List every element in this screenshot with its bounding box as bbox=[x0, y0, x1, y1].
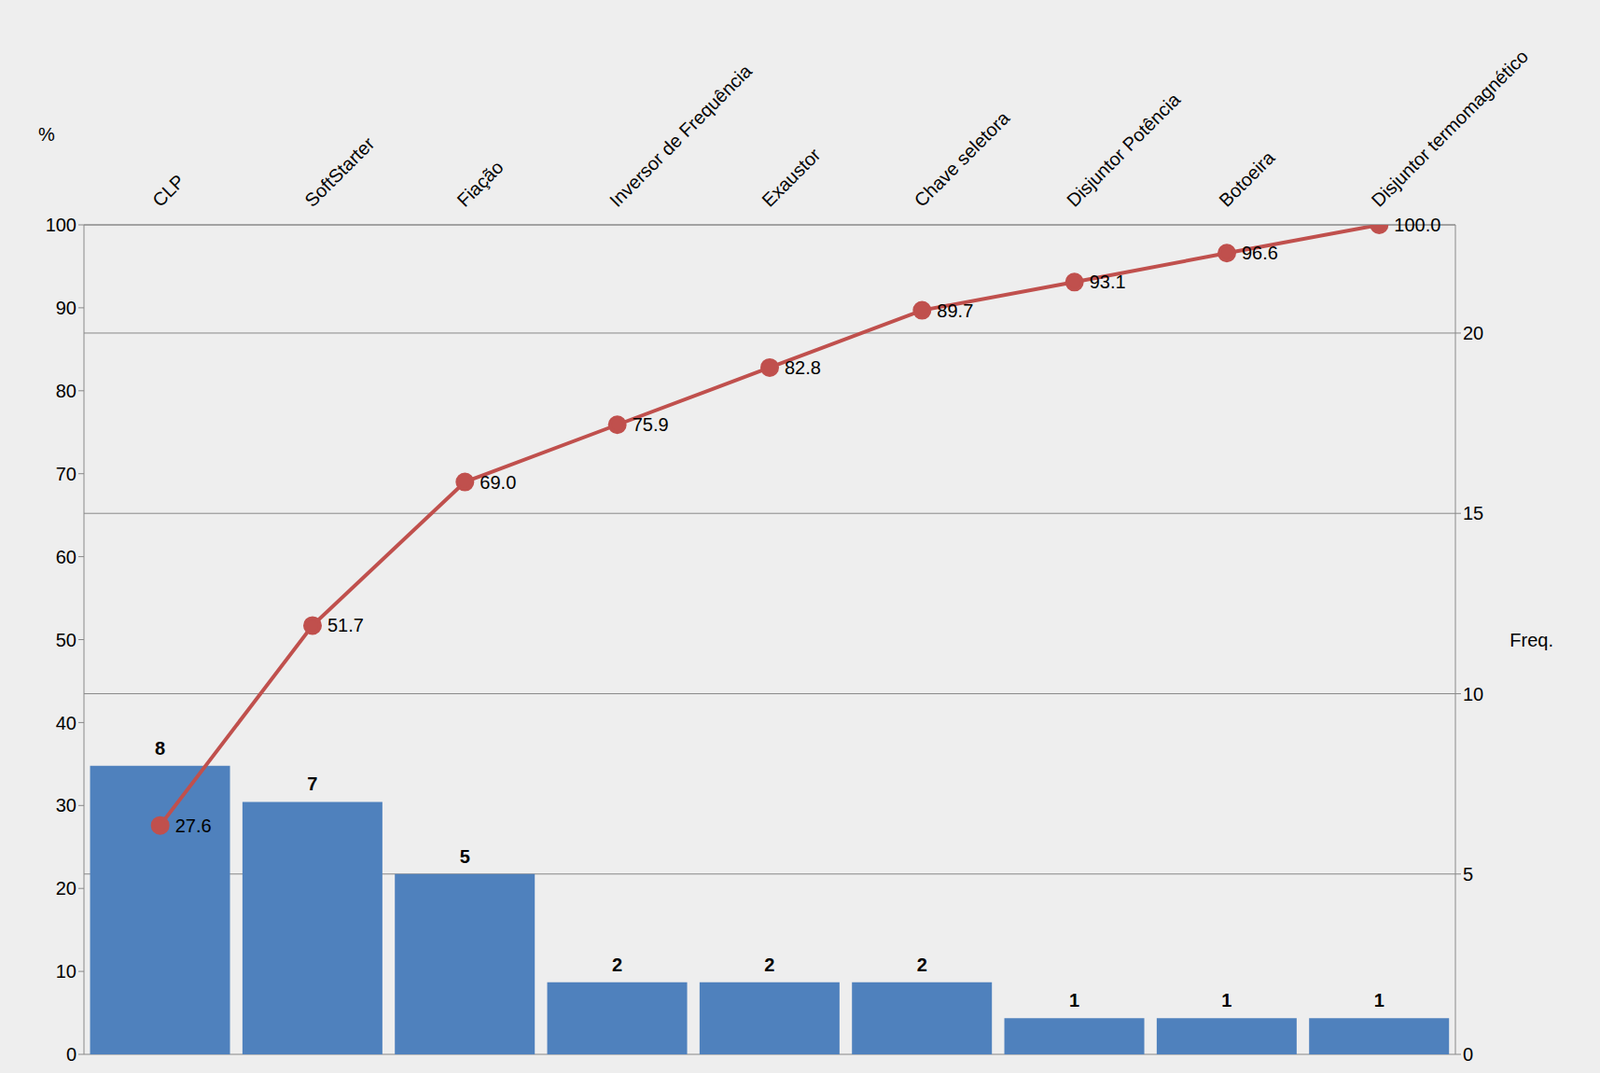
svg-text:69.0: 69.0 bbox=[479, 472, 516, 493]
svg-text:93.1: 93.1 bbox=[1089, 271, 1127, 293]
svg-text:15: 15 bbox=[1462, 502, 1484, 524]
svg-text:30: 30 bbox=[55, 794, 77, 816]
svg-text:89.7: 89.7 bbox=[936, 300, 974, 321]
svg-text:2: 2 bbox=[612, 954, 623, 975]
svg-text:50: 50 bbox=[55, 629, 77, 651]
svg-text:75.9: 75.9 bbox=[632, 414, 669, 435]
svg-text:Fiação: Fiação bbox=[453, 156, 508, 211]
svg-text:10: 10 bbox=[55, 960, 77, 982]
svg-text:51.7: 51.7 bbox=[327, 614, 364, 636]
svg-text:0: 0 bbox=[66, 1043, 77, 1064]
svg-text:SoftStarter: SoftStarter bbox=[300, 132, 378, 210]
svg-text:2: 2 bbox=[764, 954, 775, 975]
svg-text:96.6: 96.6 bbox=[1241, 242, 1279, 264]
svg-text:100: 100 bbox=[45, 214, 77, 236]
svg-text:Botoeira: Botoeira bbox=[1214, 146, 1280, 211]
svg-text:1: 1 bbox=[1221, 989, 1232, 1011]
svg-text:0: 0 bbox=[1462, 1043, 1474, 1064]
svg-text:Inversor de Frequência: Inversor de Frequência bbox=[605, 59, 757, 211]
svg-text:27.6: 27.6 bbox=[175, 815, 212, 836]
svg-text:80: 80 bbox=[55, 380, 77, 402]
svg-text:7: 7 bbox=[306, 773, 318, 794]
svg-text:5: 5 bbox=[459, 846, 471, 867]
svg-text:Disjuntor termomagnético: Disjuntor termomagnético bbox=[1367, 45, 1533, 211]
svg-text:2: 2 bbox=[917, 954, 928, 975]
svg-text:40: 40 bbox=[55, 712, 77, 734]
svg-text:8: 8 bbox=[154, 737, 166, 759]
svg-text:Disjuntor Potência: Disjuntor Potência bbox=[1062, 88, 1185, 211]
svg-text:CLP: CLP bbox=[148, 170, 189, 211]
svg-text:60: 60 bbox=[55, 546, 77, 568]
svg-text:82.8: 82.8 bbox=[784, 357, 821, 378]
svg-text:100.0: 100.0 bbox=[1393, 214, 1441, 236]
svg-text:Freq.: Freq. bbox=[1509, 629, 1554, 651]
svg-text:Exaustor: Exaustor bbox=[757, 143, 825, 211]
svg-text:20: 20 bbox=[55, 877, 77, 899]
svg-text:1: 1 bbox=[1374, 989, 1385, 1011]
svg-text:70: 70 bbox=[55, 463, 77, 485]
svg-text:5: 5 bbox=[1462, 863, 1474, 885]
svg-text:20: 20 bbox=[1462, 322, 1484, 344]
svg-text:1: 1 bbox=[1069, 989, 1080, 1011]
svg-text:%: % bbox=[38, 124, 56, 145]
svg-text:10: 10 bbox=[1462, 683, 1484, 705]
svg-text:90: 90 bbox=[55, 297, 77, 319]
svg-text:Chave seletora: Chave seletora bbox=[910, 107, 1015, 211]
